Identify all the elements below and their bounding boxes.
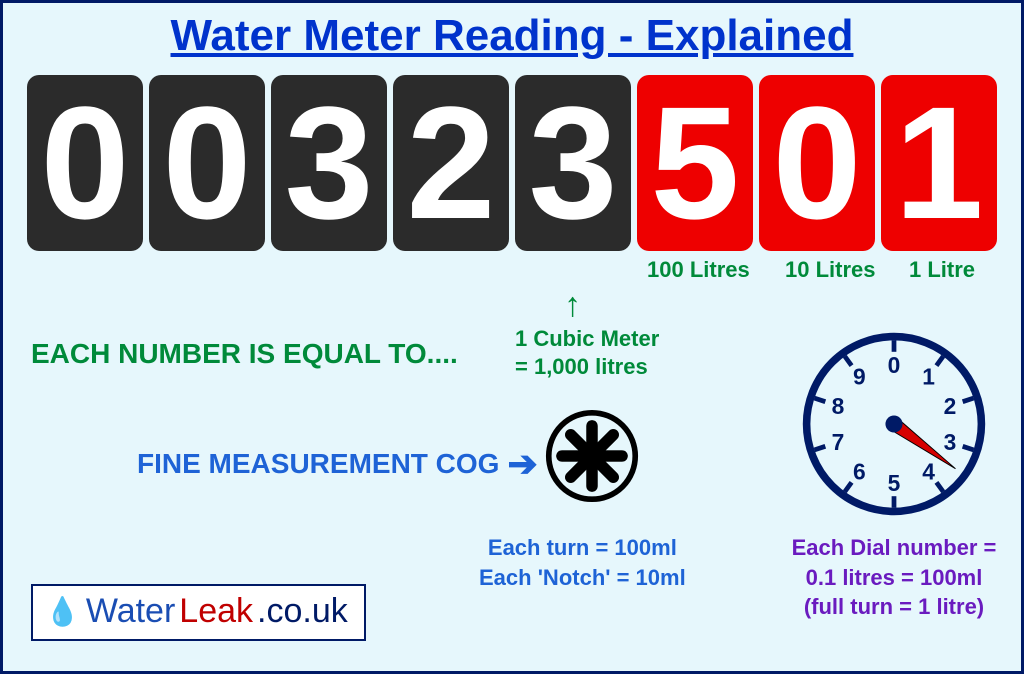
dial-note-line1: Each Dial number =	[769, 533, 1019, 563]
red-digit-labels: 100 Litres 10 Litres 1 Litre	[3, 251, 1021, 287]
dial-note-line3: (full turn = 1 litre)	[769, 592, 1019, 622]
each-number-label: EACH NUMBER IS EQUAL TO....	[31, 338, 458, 370]
svg-text:9: 9	[853, 363, 866, 389]
dial-note-line2: 0.1 litres = 100ml	[769, 563, 1019, 593]
fine-cog-text: FINE MEASUREMENT COG	[137, 448, 499, 480]
meter-digits-row: 00323501	[3, 75, 1021, 251]
svg-text:8: 8	[832, 393, 845, 419]
cubic-meter-label: 1 Cubic Meter = 1,000 litres	[515, 325, 659, 380]
arrow-right-icon: ➔	[507, 443, 537, 485]
dial-gauge: 012 34567 89	[799, 329, 989, 519]
page-title: Water Meter Reading - Explained	[3, 3, 1021, 61]
svg-text:5: 5	[888, 470, 901, 496]
cog-note-line2: Each 'Notch' = 10ml	[479, 563, 686, 593]
cog-note-line1: Each turn = 100ml	[479, 533, 686, 563]
dial-note: Each Dial number = 0.1 litres = 100ml (f…	[769, 533, 1019, 622]
logo-leak: Leak	[179, 592, 253, 631]
cubic-line2: = 1,000 litres	[515, 353, 659, 381]
meter-digit-7: 1	[881, 75, 997, 251]
meter-digit-0: 0	[27, 75, 143, 251]
cog-note: Each turn = 100ml Each 'Notch' = 10ml	[479, 533, 686, 592]
svg-text:7: 7	[832, 429, 845, 455]
svg-text:0: 0	[888, 352, 901, 378]
logo-domain: .co.uk	[257, 592, 348, 631]
svg-text:4: 4	[922, 459, 935, 485]
cubic-line1: 1 Cubic Meter	[515, 325, 659, 353]
cog-icon	[545, 409, 639, 503]
svg-text:2: 2	[944, 393, 957, 419]
red-digit-label-2: 1 Litre	[909, 257, 975, 283]
meter-digit-1: 0	[149, 75, 265, 251]
red-digit-label-0: 100 Litres	[647, 257, 750, 283]
svg-text:1: 1	[922, 363, 935, 389]
meter-digit-4: 3	[515, 75, 631, 251]
water-drop-icon: 💧	[45, 595, 80, 628]
meter-digit-5: 5	[637, 75, 753, 251]
logo-water: Water	[86, 592, 175, 631]
svg-text:3: 3	[944, 429, 957, 455]
fine-cog-label: FINE MEASUREMENT COG ➔	[137, 443, 538, 485]
meter-digit-6: 0	[759, 75, 875, 251]
svg-text:6: 6	[853, 459, 866, 485]
arrow-up-icon: ↑	[564, 286, 581, 325]
logo: 💧 WaterLeak.co.uk	[31, 584, 366, 641]
meter-digit-2: 3	[271, 75, 387, 251]
meter-digit-3: 2	[393, 75, 509, 251]
red-digit-label-1: 10 Litres	[785, 257, 876, 283]
